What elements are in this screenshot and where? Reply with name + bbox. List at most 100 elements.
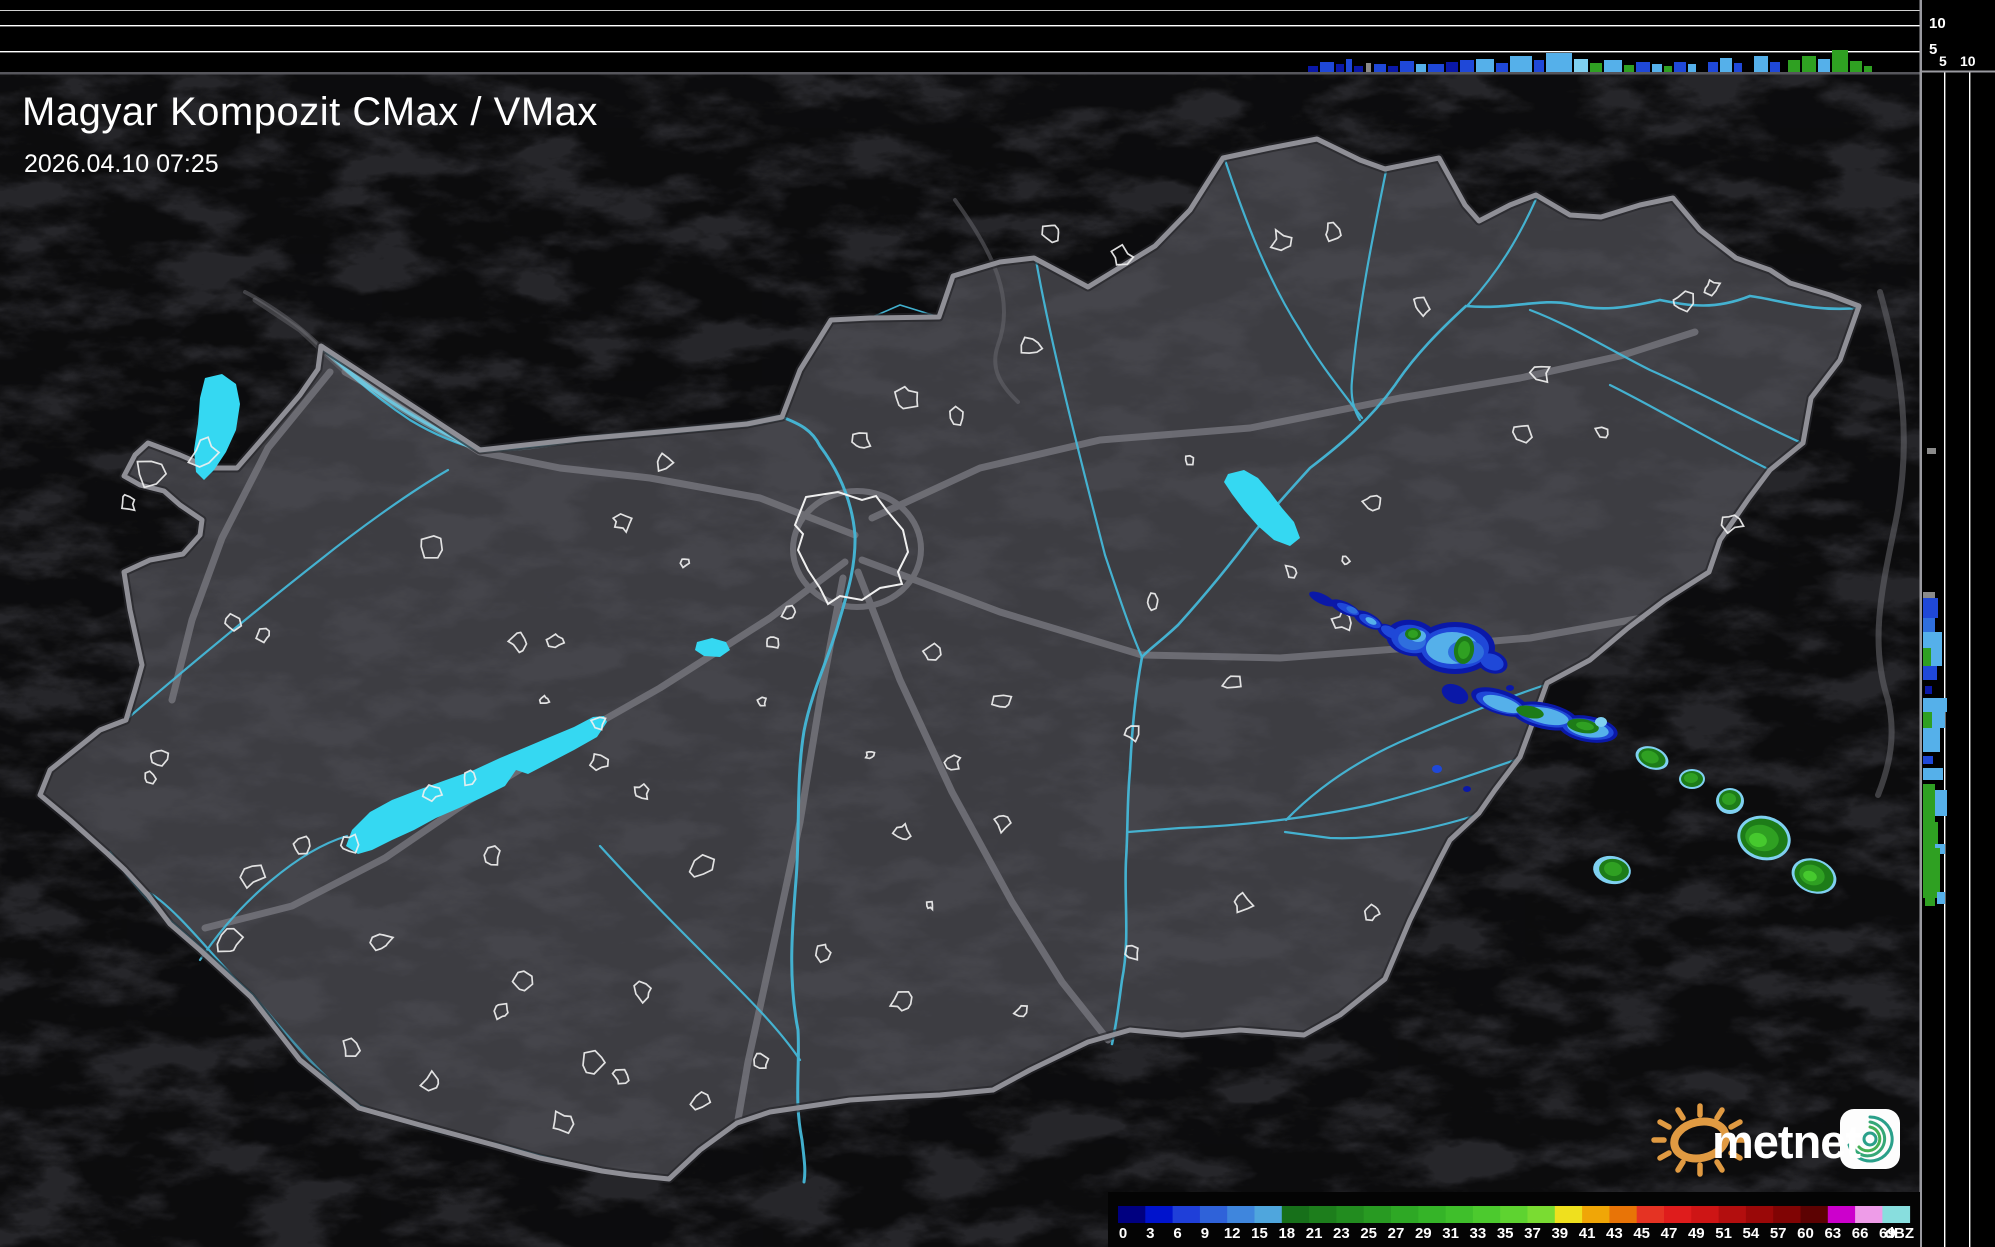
legend-swatch — [1391, 1206, 1419, 1223]
settlement-outline — [421, 783, 444, 803]
settlement-outline — [1341, 555, 1352, 566]
settlement-outline — [766, 636, 780, 649]
settlement-outline — [1146, 592, 1159, 612]
settlement-outline — [679, 558, 691, 569]
map-timestamp: 2026.04.10 07:25 — [24, 150, 219, 178]
motorways — [168, 297, 1699, 1124]
profile-block — [1923, 698, 1947, 712]
history-bar — [1400, 61, 1414, 72]
settlement-outline — [136, 460, 168, 489]
settlement-outline — [1020, 336, 1044, 354]
history-gridline-5 — [0, 51, 1920, 53]
legend-swatch — [1773, 1206, 1801, 1223]
legend-label: 35 — [1497, 1225, 1514, 1242]
legend-label: 54 — [1743, 1225, 1760, 1242]
radar-echo — [1595, 717, 1607, 727]
history-bar — [1320, 62, 1334, 72]
profile-block — [1925, 686, 1932, 694]
legend-swatch — [1582, 1206, 1610, 1223]
legend-swatch — [1281, 1206, 1310, 1223]
legend-label: 60 — [1797, 1225, 1814, 1242]
history-frame-line — [0, 10, 1920, 11]
settlement-outline — [418, 1069, 440, 1092]
settlement-outline — [1528, 365, 1552, 384]
settlement-outline — [216, 927, 245, 953]
budapest-outline — [793, 490, 910, 606]
metnet-app-icon — [1840, 1109, 1900, 1169]
settlement-outline — [1269, 227, 1293, 252]
settlement-outline — [342, 1037, 362, 1057]
dbz-legend: 0 3 6 9 12 15 18 21 23 25 27 29 31 33 35 37 39 41 43 45 47 49… — [1108, 1192, 1920, 1247]
history-bar — [1754, 56, 1768, 72]
settlement-outline — [814, 943, 832, 964]
legend-swatch — [1336, 1206, 1365, 1223]
history-bar — [1770, 62, 1780, 72]
settlement-outline — [1110, 243, 1135, 266]
settlement-outline — [888, 990, 913, 1012]
radar-echo — [1480, 653, 1504, 671]
radar-echo — [1365, 617, 1377, 625]
history-gridline-label-5: 5 — [1929, 41, 1938, 58]
history-bar — [1674, 62, 1686, 72]
settlement-outline — [851, 432, 872, 449]
history-bar — [1708, 62, 1718, 72]
legend-swatch — [1227, 1206, 1255, 1223]
profile-block — [1923, 592, 1935, 598]
settlement-outline — [689, 1091, 712, 1111]
radar-echo — [1463, 786, 1471, 792]
settlement-outline — [1703, 278, 1722, 297]
legend-swatch — [1718, 1206, 1747, 1223]
settlement-outline — [1672, 290, 1695, 313]
profile-block — [1923, 666, 1937, 680]
profile-gridline-10 — [1969, 72, 1971, 1247]
legend-label: 0 — [1119, 1225, 1127, 1242]
history-bar — [1366, 63, 1371, 72]
history-bar — [1354, 66, 1363, 72]
radar-echo — [1408, 630, 1418, 638]
legend-swatch — [1199, 1206, 1228, 1223]
profile-block — [1923, 784, 1935, 822]
profile-block — [1923, 632, 1942, 648]
profile-data — [1923, 448, 1947, 906]
metnet-logo — [1651, 1103, 1900, 1177]
settlement-outline — [1325, 221, 1342, 243]
settlement-outline — [369, 933, 395, 952]
settlement-outline — [1511, 424, 1533, 444]
settlement-outline — [538, 694, 551, 704]
settlement-outline — [1220, 675, 1242, 689]
settlement-outline — [187, 436, 221, 468]
radar-echo — [1722, 793, 1736, 805]
legend-label: 12 — [1224, 1225, 1241, 1242]
history-bar — [1308, 66, 1318, 72]
legend-swatch — [1855, 1206, 1883, 1223]
settlement-outline — [1412, 296, 1431, 318]
settlement-outline — [656, 452, 675, 473]
legend-swatch — [1172, 1206, 1201, 1223]
settlement-outline — [588, 752, 610, 772]
history-bar — [1636, 62, 1650, 72]
legend-label: 37 — [1524, 1225, 1541, 1242]
legend-label: 18 — [1278, 1225, 1295, 1242]
settlement-outline — [1720, 514, 1745, 535]
map-top-edge — [0, 72, 1920, 75]
settlement-outline — [483, 845, 501, 866]
settlement-outline — [753, 1052, 770, 1070]
history-bar — [1664, 66, 1672, 72]
legend-label: 41 — [1579, 1225, 1596, 1242]
radar-echo — [1432, 765, 1442, 773]
profile-block — [1937, 892, 1945, 904]
history-bar — [1624, 65, 1634, 72]
legend-swatch — [1500, 1206, 1528, 1223]
profile-block — [1923, 598, 1938, 618]
settlement-outline — [1184, 454, 1195, 466]
history-bar — [1688, 64, 1696, 72]
settlement-outline — [1123, 725, 1140, 743]
page-title: Magyar Kompozit CMax / VMax — [22, 90, 598, 134]
history-bar — [1850, 61, 1862, 72]
settlement-outline — [224, 612, 243, 633]
legend-label: 29 — [1415, 1225, 1432, 1242]
foreign-rivers — [243, 198, 1907, 798]
legend-swatch — [1882, 1206, 1911, 1223]
legend-label: 47 — [1661, 1225, 1678, 1242]
settlement-outline — [1363, 903, 1381, 922]
